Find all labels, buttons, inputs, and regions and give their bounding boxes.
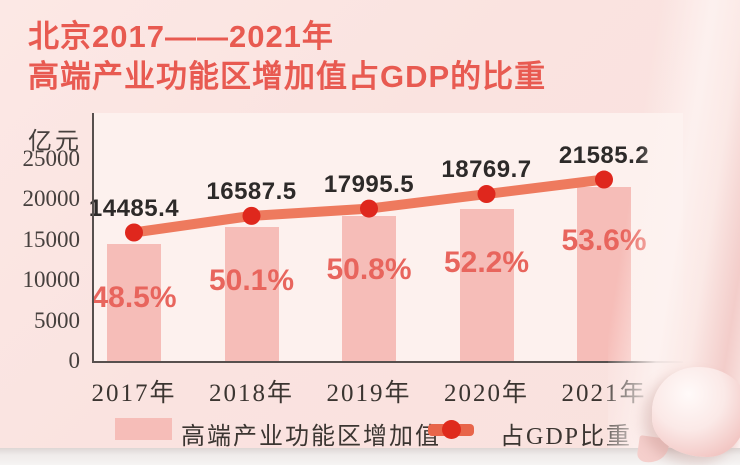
percent-label-2020年: 52.2% [443, 246, 530, 280]
page-curl-roll [652, 367, 740, 457]
x-axis-line [92, 361, 683, 363]
chart-title-line1: 北京2017——2021年 [28, 19, 334, 54]
y-tick-label: 5000 [34, 307, 80, 333]
value-label-2018年: 16587.5 [206, 177, 297, 205]
bar-2017年 [107, 243, 161, 361]
bar-2019年 [342, 215, 396, 361]
bar-2020年 [459, 209, 514, 361]
bar-2018年 [224, 226, 279, 361]
x-tick-2019年: 2019年 [326, 380, 412, 407]
legend-line-dot-marker [442, 420, 461, 439]
x-tick-2017年: 2017年 [91, 380, 177, 407]
legend-bar-swatch [115, 418, 172, 440]
y-tick-label: 25000 [22, 146, 81, 171]
percent-label-2019年: 50.8% [326, 252, 412, 286]
chart-title-line2: 高端产业功能区增加值占GDP的比重 [28, 59, 547, 94]
value-label-2017年: 14485.4 [88, 194, 180, 222]
legend-bar-label: 高端产业功能区增加值 [181, 424, 441, 450]
value-label-2020年: 18769.7 [441, 156, 532, 184]
paper-bottom-edge [0, 448, 740, 465]
legend: 高端产业功能区增加值 占GDP比重 [0, 414, 740, 450]
chart-title: 北京2017——2021年 高端产业功能区增加值占GDP的比重 [28, 17, 546, 97]
percent-label-2017年: 48.5% [91, 280, 177, 314]
x-tick-2018年: 2018年 [208, 380, 295, 407]
y-axis-unit-label: 亿元 [28, 129, 82, 155]
y-tick-label: 10000 [22, 267, 81, 293]
y-tick-label: 20000 [22, 186, 81, 212]
value-label-2019年: 17995.5 [323, 170, 415, 198]
y-axis-line [92, 113, 94, 363]
x-tick-2020年: 2020年 [443, 380, 530, 407]
y-tick-label: 0 [68, 348, 81, 373]
percent-label-2018年: 50.1% [208, 263, 295, 297]
y-tick-label: 15000 [22, 226, 81, 252]
